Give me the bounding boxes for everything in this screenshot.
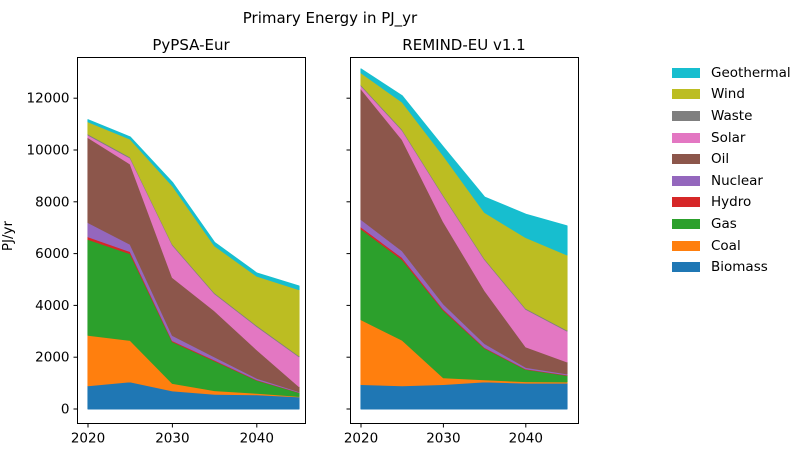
legend-swatch-coal [672,240,700,251]
subplot-title-remind: REMIND-EU v1.1 [402,36,526,54]
legend-item-waste: Waste [672,105,791,127]
legend-label-geothermal: Geothermal [711,64,791,81]
area-geothermal-pypsa-eur [87,119,300,291]
y-tick-label-6000: 6000 [35,246,69,262]
y-tick-label-12000: 12000 [27,91,70,107]
y-tick-label-4000: 4000 [35,298,69,314]
legend-item-biomass: Biomass [672,256,791,278]
legend-label-waste: Waste [711,107,753,124]
x-tick-label-2030: 2030 [426,431,460,447]
legend-label-gas: Gas [711,215,737,232]
y-tick-label-2000: 2000 [35,350,69,366]
legend-item-solar: Solar [672,127,791,149]
y-tick-label-10000: 10000 [27,143,70,159]
x-tick-label-2020: 2020 [344,431,378,447]
legend-label-biomass: Biomass [711,259,768,276]
legend-item-wind: Wind [672,84,791,106]
legend-swatch-oil [672,154,700,165]
legend-item-coal: Coal [672,235,791,257]
subplot-title-pypsa: PyPSA-Eur [152,36,230,54]
legend-swatch-biomass [672,262,700,273]
x-tick-label-2020: 2020 [71,431,105,447]
legend-swatch-gas [672,218,700,229]
legend-item-nuclear: Nuclear [672,170,791,192]
x-tick-label-2030: 2030 [155,431,189,447]
legend-swatch-wind [672,89,700,100]
axes-frame-remind-eu-v1-1 [350,57,579,424]
legend-label-wind: Wind [711,86,745,103]
legend-item-hydro: Hydro [672,192,791,214]
legend-item-gas: Gas [672,213,791,235]
y-tick-label-8000: 8000 [35,194,69,210]
legend-item-oil: Oil [672,148,791,170]
y-tick-label-0: 0 [61,402,70,418]
figure-title: Primary Energy in PJ_yr [242,9,418,27]
legend-swatch-nuclear [672,175,700,186]
legend-label-nuclear: Nuclear [711,172,763,189]
legend-swatch-hydro [672,197,700,208]
legend-item-geothermal: Geothermal [672,62,791,84]
legend-label-oil: Oil [711,151,730,168]
x-tick-label-2040: 2040 [509,431,543,447]
legend-label-solar: Solar [711,129,746,146]
legend-label-hydro: Hydro [711,194,752,211]
legend: Geothermal Wind Waste Solar Oil Nuclear Hydro G… [672,62,791,278]
legend-label-coal: Coal [711,237,741,254]
legend-swatch-waste [672,110,700,121]
axes-frame-pypsa-eur [77,57,306,424]
legend-swatch-geothermal [672,67,700,78]
x-tick-label-2040: 2040 [240,431,274,447]
legend-swatch-solar [672,132,700,143]
area-geothermal-remind-eu-v1-1 [360,68,568,256]
